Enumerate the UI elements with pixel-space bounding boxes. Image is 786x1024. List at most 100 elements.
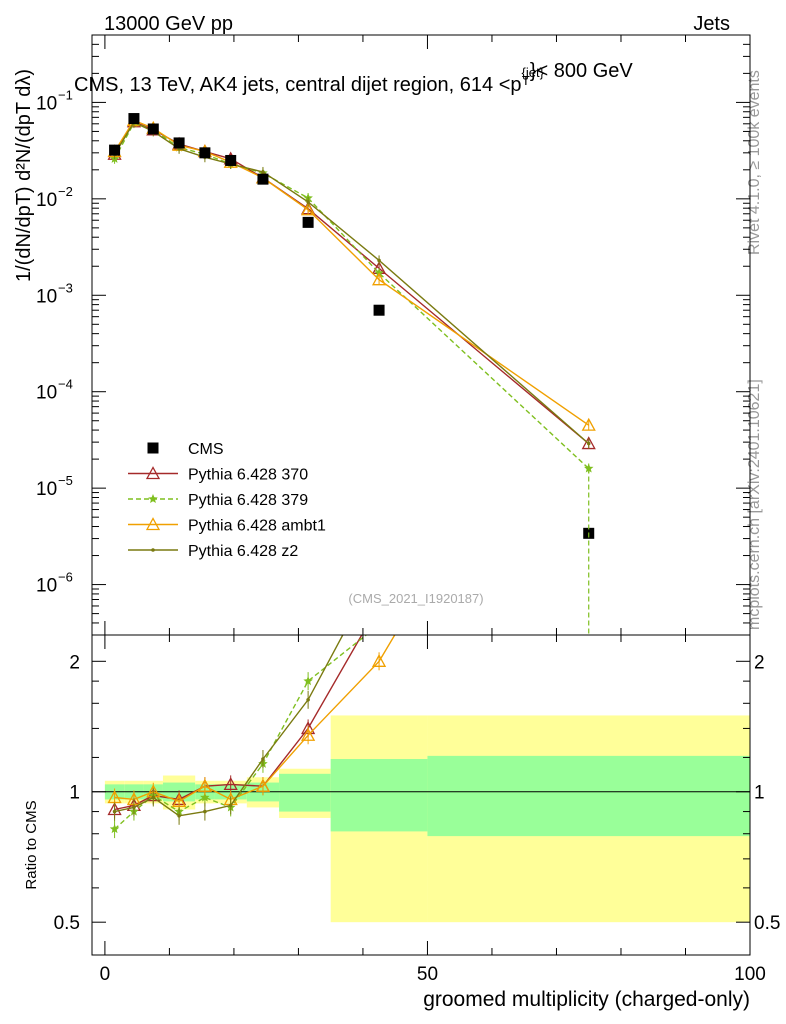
ratio-y-tick-label: 2	[69, 652, 80, 673]
main-panel	[107, 113, 596, 635]
y-tick-label: 10	[36, 190, 57, 211]
ratio-point	[200, 792, 210, 802]
ratio-point	[306, 697, 310, 702]
ratio-point	[583, 303, 595, 314]
legend-label: CMS	[188, 441, 224, 458]
data-point	[199, 147, 211, 159]
main-y-axis-title: 1/(dN/dpT) d²N/(dpT dλ)	[13, 69, 35, 282]
ratio-y-tick-label-right: 2	[754, 652, 765, 673]
legend-label: Pythia 6.428 z2	[188, 543, 298, 560]
y-tick-label: 10	[36, 93, 57, 114]
data-point	[373, 304, 385, 316]
ratio-frame	[91, 634, 751, 956]
ratio-point	[171, 794, 187, 808]
legend-entry: CMS	[147, 441, 224, 458]
data-point	[302, 216, 314, 228]
data-point	[371, 272, 387, 286]
series-line-2	[113, 122, 590, 470]
data-point	[225, 154, 237, 166]
ratio-point	[301, 727, 316, 741]
axis-ticks	[92, 34, 751, 955]
y-tick-exponent: −6	[58, 570, 73, 585]
ratio-point	[377, 565, 381, 569]
ratio-point	[228, 803, 233, 808]
ratio-point	[203, 809, 207, 814]
ratio-y-tick-label-right: 1	[754, 783, 765, 804]
legend-marker	[151, 548, 155, 552]
legend-marker	[145, 466, 161, 480]
energy-label: 13000 GeV pp	[104, 13, 233, 35]
ratio-line-2	[114, 635, 396, 803]
analysis-id: (CMS_2021_I1920187)	[348, 591, 483, 606]
ratio-line-3	[114, 635, 344, 817]
y-tick-label: 10	[36, 383, 57, 404]
ratio-point	[587, 387, 591, 391]
ratio-y-tick-label-right: 0.5	[754, 913, 780, 934]
legend-marker	[145, 517, 161, 531]
x-tick-label: 0	[100, 964, 111, 985]
ratio-point	[261, 757, 265, 761]
legend-label: Pythia 6.428 370	[188, 467, 308, 484]
ratio-point	[112, 809, 117, 814]
series-line-4	[114, 121, 590, 445]
x-tick-label: 50	[417, 964, 438, 985]
ratio-point	[132, 805, 136, 810]
process-label: Jets	[693, 13, 730, 35]
y-tick-exponent: −2	[58, 184, 73, 199]
ratio-line-1	[114, 635, 368, 830]
ratio-y-tick-label: 1	[69, 783, 80, 804]
ratio-y-tick-label: 0.5	[54, 913, 80, 934]
ratio-point	[371, 653, 387, 667]
legend-entry: Pythia 6.428 z2	[128, 543, 298, 560]
data-point	[173, 137, 185, 149]
data-point	[128, 113, 140, 125]
ratio-point	[374, 620, 384, 629]
rivet-label: Rivet 4.1.0, ≥ 100k events	[746, 70, 763, 255]
legend: CMS Pythia 6.428 370 Pythia 6.428 379 Pythi…	[128, 441, 326, 560]
data-point	[586, 441, 591, 446]
legend-marker	[148, 494, 158, 503]
legend-entry: Pythia 6.428 ambt1	[128, 517, 326, 535]
legend-marker	[147, 442, 159, 454]
legend-entry: Pythia 6.428 379	[128, 492, 308, 509]
uncertainty-band-inner	[427, 755, 750, 837]
y-tick-exponent: −1	[58, 87, 73, 102]
y-tick-exponent: −3	[58, 280, 73, 295]
data-point	[257, 173, 269, 185]
series-line-3	[114, 119, 590, 426]
data-point	[306, 200, 310, 204]
y-tick-label: 10	[36, 479, 57, 500]
legend-label: Pythia 6.428 379	[188, 492, 308, 509]
legend-entry: Pythia 6.428 370	[128, 466, 308, 484]
data-point	[261, 170, 265, 174]
x-tick-label: 100	[734, 964, 766, 985]
ratio-point	[303, 676, 313, 686]
data-point	[377, 258, 381, 263]
y-tick-exponent: −4	[58, 377, 73, 392]
ratio-y-axis-title: Ratio to CMS	[23, 800, 40, 889]
legend-label: Pythia 6.428 ambt1	[188, 518, 326, 535]
data-point	[109, 144, 121, 156]
data-point	[301, 202, 316, 216]
ratio-point	[109, 824, 120, 834]
data-point	[581, 417, 596, 431]
ratio-point	[255, 778, 271, 792]
ratio-point	[107, 790, 122, 804]
ratio-point	[177, 814, 181, 818]
series-line-1	[113, 120, 590, 445]
ratio-point	[151, 795, 156, 800]
ratio-point	[197, 778, 212, 792]
y-tick-label: 10	[36, 286, 57, 307]
uncertainty-band-inner	[330, 759, 428, 832]
mcplots-label: mcplots.cern.ch [arXiv:2401.10621]	[746, 379, 763, 630]
data-point	[584, 463, 594, 473]
x-axis-title: groomed multiplicity (charged-only)	[423, 988, 750, 1011]
ratio-panel	[92, 303, 750, 923]
y-tick-exponent: −5	[58, 473, 73, 488]
ratio-point	[223, 777, 238, 791]
data-point	[147, 123, 159, 135]
y-tick-label: 10	[36, 576, 57, 597]
chart-title: CMS, 13 TeV, AK4 jets, central dijet reg…	[74, 60, 633, 96]
uncertainty-band-inner	[279, 773, 331, 812]
